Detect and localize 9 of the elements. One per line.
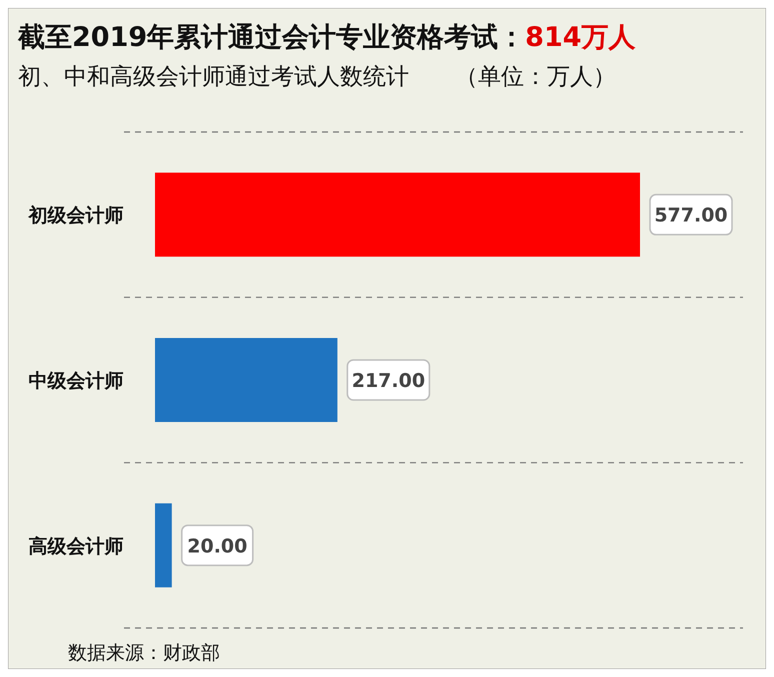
data-label: 577.00 <box>654 204 728 227</box>
chart-title: 截至2019年累计通过会计专业资格考试：814万人 <box>17 22 637 53</box>
y-tick-label: 高级会计师 <box>28 535 124 558</box>
source-note: 数据来源：财政部 <box>68 642 220 664</box>
data-label: 20.00 <box>187 535 248 558</box>
y-tick-label: 初级会计师 <box>28 204 124 227</box>
chart-subtitle: 初、中和高级会计师通过考试人数统计 （单位：万人） <box>18 64 616 90</box>
y-tick-label: 中级会计师 <box>28 370 124 392</box>
data-label: 217.00 <box>352 370 426 392</box>
